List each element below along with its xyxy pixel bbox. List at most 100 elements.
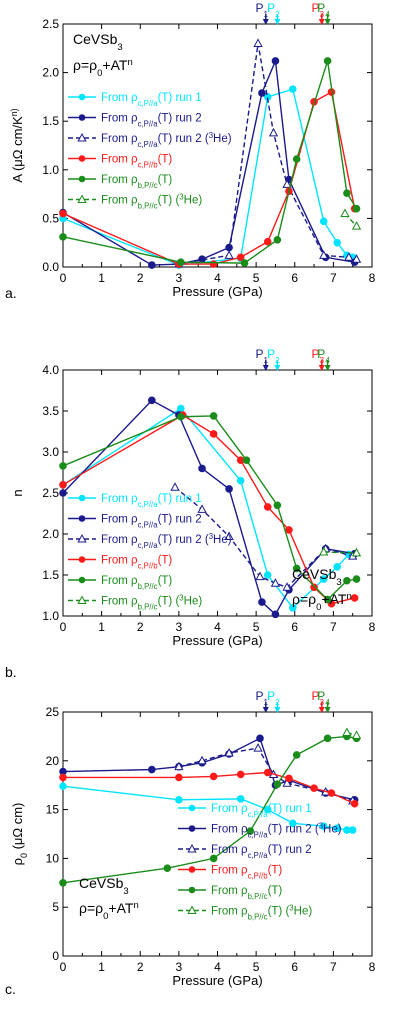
legend-item: From ρb,P//c(T) (3He) (178, 903, 312, 921)
data-point (327, 789, 336, 797)
series-line (62, 58, 355, 266)
y-tick-label: 0.0 (42, 260, 59, 274)
pressure-marker-p3: P3 (312, 1, 325, 25)
data-point (59, 462, 67, 470)
series-4 (59, 768, 359, 808)
pressure-marker-p1: P1 (256, 689, 269, 713)
legend-item: From ρc,P//b(T) (178, 865, 282, 881)
data-point (271, 610, 280, 619)
series-6 (342, 727, 362, 739)
y-tick-label: 1.5 (42, 568, 59, 582)
x-tick-label: 7 (330, 271, 337, 285)
legend-label: From ρb,P//c(T) (3He) (101, 192, 202, 210)
series-1 (59, 782, 357, 834)
data-point (273, 235, 282, 244)
material-annotation: CeVSb3 (73, 31, 123, 53)
legend-item: From ρc,P//b(T) (68, 154, 172, 169)
pressure-marker-label: P1 (256, 347, 269, 365)
x-tick-label: 4 (214, 271, 221, 285)
data-point (263, 805, 272, 814)
pressure-marker-label: P2 (267, 347, 280, 365)
data-point (282, 582, 292, 591)
data-point (343, 189, 351, 197)
pressure-marker-label: P4 (317, 689, 330, 707)
material-annotation: CeVSb3 (79, 875, 129, 897)
legend-item: From ρb,P//c(T) (68, 575, 172, 591)
x-tick-label: 1 (98, 960, 105, 974)
chart-panel-2: 0 1 2 3 4 5 6 7 8 1.0 1.5 2.0 2.5 3.0 3.5 4.0 Pressure (… (5, 347, 376, 680)
x-tick-label: 6 (291, 271, 298, 285)
data-point (289, 85, 297, 93)
data-point (242, 456, 251, 465)
x-tick-label: 5 (253, 620, 260, 634)
data-point (258, 598, 266, 606)
x-tick-label: 8 (369, 620, 376, 634)
series-line (62, 60, 358, 264)
series-line (178, 747, 353, 802)
x-tick-label: 8 (369, 271, 376, 285)
material-annotation: CeVSb3 (292, 566, 342, 588)
x-axis-label: Pressure (GPa) (172, 284, 262, 299)
series-5 (59, 732, 361, 887)
pressure-marker-arrow-head (274, 19, 281, 25)
legend-label: From ρc,P//a(T) run 2 (3He) (101, 131, 232, 149)
legend-swatch-marker (77, 132, 87, 142)
pressure-marker-label: P2 (267, 1, 280, 19)
x-tick-label: 4 (214, 620, 221, 634)
data-point (310, 784, 318, 792)
x-tick-label: 0 (60, 271, 67, 285)
data-point (59, 233, 67, 241)
legend-swatch-marker (78, 155, 86, 162)
pressure-marker-arrow-head (262, 365, 269, 371)
formula-annotation: ρ=ρ0+ATn (292, 591, 352, 613)
data-point (225, 243, 233, 252)
legend-label: From ρc,P//a(T) run 1 (101, 92, 202, 108)
data-point (292, 564, 301, 573)
pressure-marker-p1: P1 (256, 347, 269, 371)
legend-label: From ρc,P//b(T) (211, 865, 282, 881)
legend-item: From ρc,P//a(T) run 2 (3He) (68, 131, 232, 149)
data-point (236, 476, 245, 485)
y-tick-label: 0 (52, 949, 59, 963)
data-point (163, 864, 172, 872)
x-tick-label: 4 (214, 960, 221, 974)
pressure-marker-arrow-head (318, 365, 325, 371)
series-5 (59, 57, 361, 267)
data-point (224, 531, 234, 540)
data-point (209, 412, 218, 420)
legend-swatch-marker (77, 533, 87, 543)
legend-label: From ρc,P//a(T) run 2 (3He) (101, 532, 232, 550)
pressure-marker-label: P1 (256, 1, 269, 19)
data-point (177, 404, 185, 413)
y-tick-label: 10 (46, 851, 60, 865)
data-point (148, 765, 156, 774)
x-tick-label: 1 (98, 620, 105, 634)
pressure-marker-label: P1 (256, 689, 269, 707)
legend-swatch-marker (188, 804, 196, 812)
pressure-marker-label: P4 (317, 1, 330, 19)
pressure-marker-p2: P2 (267, 1, 281, 25)
series-5 (59, 412, 361, 604)
data-point (352, 575, 361, 583)
x-tick-label: 3 (176, 271, 183, 285)
x-tick-label: 5 (253, 960, 260, 974)
pressure-marker-arrow-head (324, 707, 331, 713)
y-tick-label: 15 (46, 803, 60, 817)
x-tick-label: 6 (291, 960, 298, 974)
data-point (270, 578, 281, 587)
legend-swatch-marker (188, 866, 196, 873)
legend: From ρc,P//a(T) run 1 From ρc,P//a(T) run… (68, 92, 232, 210)
x-tick-label: 7 (330, 960, 337, 974)
data-point (148, 396, 156, 405)
data-point (323, 734, 332, 743)
y-tick-label: 20 (46, 754, 60, 768)
legend-swatch-marker (187, 905, 197, 914)
data-point (175, 773, 183, 782)
data-point (253, 743, 263, 752)
pressure-marker-p3: P3 (312, 347, 325, 371)
data-point (319, 822, 328, 830)
pressure-marker-arrow-head (274, 707, 281, 713)
y-axis-label: n (10, 489, 25, 496)
data-point (253, 38, 263, 47)
data-point (209, 260, 218, 268)
